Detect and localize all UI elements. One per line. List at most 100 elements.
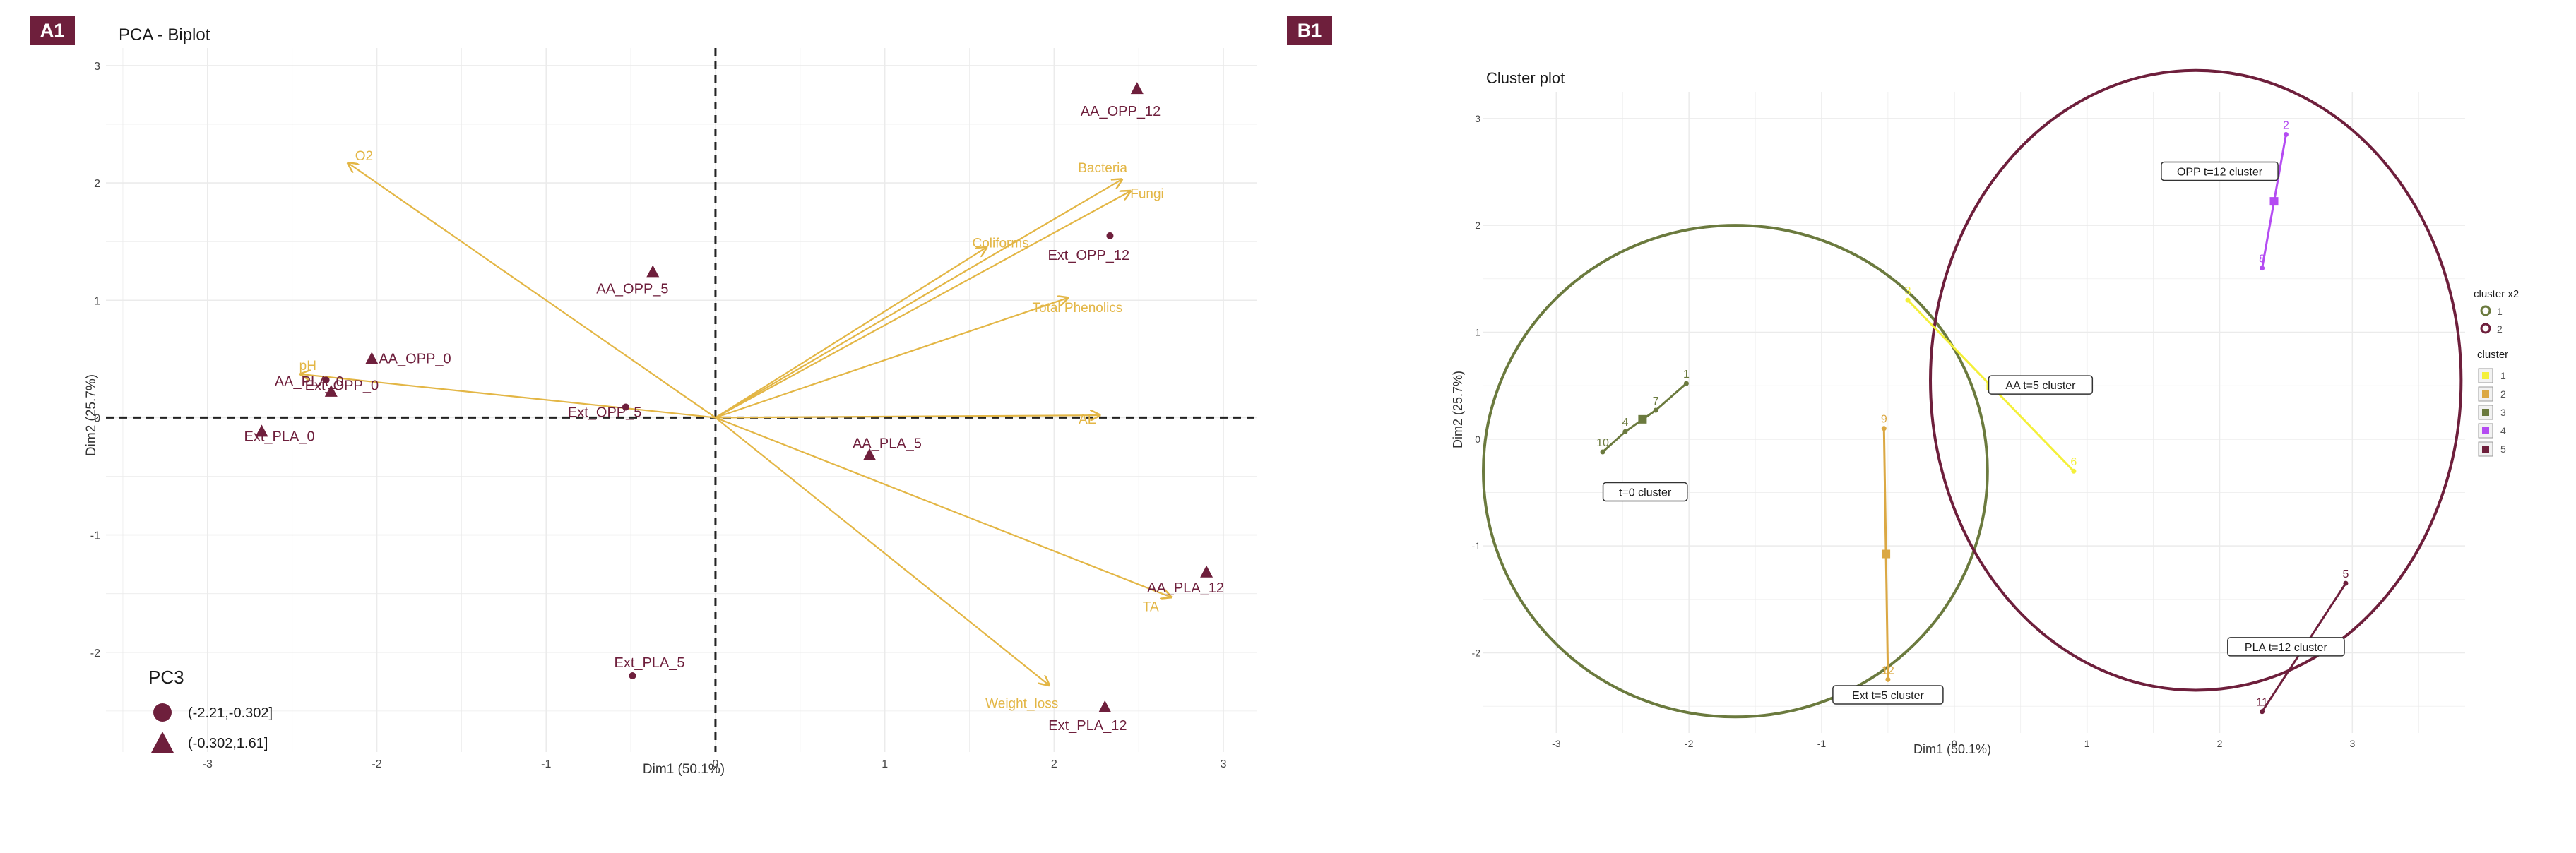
annotation-label-aa-t-5-cluster: AA t=5 cluster	[2005, 380, 2076, 392]
cluster-1-point-label-6: 6	[2070, 456, 2077, 468]
cluster-5-point-5	[2343, 580, 2349, 586]
vector-label-weight-loss: Weight_loss	[985, 696, 1058, 711]
x-tick-label: 1	[2084, 738, 2090, 749]
cluster-5-point-11	[2260, 709, 2265, 715]
cluster-3-point-label-10: 10	[1596, 437, 1609, 449]
cluster-1-point-6	[2071, 468, 2077, 474]
y-tick-label: 0	[1475, 434, 1480, 445]
cluster-3-point-4	[1622, 429, 1628, 434]
vector-label-fungi: Fungi	[1130, 187, 1164, 202]
vector-arrow-total-phenolics	[715, 298, 1068, 419]
cluster-ellipses	[1482, 68, 2463, 719]
cluster-4-point-8	[2260, 266, 2265, 271]
vector-label-ta: TA	[1143, 600, 1159, 615]
vector-arrow-coliforms	[715, 247, 987, 419]
pca-biplot-title: PCA - Biplot	[119, 25, 210, 44]
point-marker-aa-pla-0	[324, 384, 338, 397]
cluster-5-point-label-5: 5	[2342, 568, 2349, 580]
y-tick-label: -1	[90, 530, 100, 542]
pca-legend-title: PC3	[148, 667, 184, 688]
cluster-y-axis-label: Dim2 (25.7%)	[1451, 371, 1465, 448]
vector-label-bacteria: Bacteria	[1078, 161, 1127, 176]
x-tick-label: -3	[203, 758, 213, 770]
y-tick-label: 2	[94, 178, 100, 190]
vector-arrow-ae	[715, 415, 1100, 417]
panel-tag-a1: A1	[40, 20, 65, 41]
cluster-2-centroid	[1882, 549, 1891, 559]
cluster-legend-swatch-2	[2482, 390, 2489, 398]
cluster-2-point-9	[1881, 426, 1887, 431]
point-label-ext-opp-12: Ext_OPP_12	[1047, 248, 1129, 263]
ellipse-legend-2-label: 2	[2497, 323, 2503, 335]
cluster-legend-swatch-5	[2482, 446, 2489, 453]
point-label-aa-pla-12: AA_PLA_12	[1147, 580, 1224, 596]
point-label-aa-opp-12: AA_OPP_12	[1081, 104, 1161, 119]
cluster-3-point-10	[1600, 449, 1605, 455]
pca-legend-entry-triangle: (-0.302,1.61]	[188, 736, 268, 751]
y-tick-label: 3	[1475, 113, 1480, 124]
panel-tag-b1: B1	[1298, 20, 1322, 41]
point-marker-aa-opp-12	[1130, 82, 1144, 95]
vector-label-coliforms: Coliforms	[972, 236, 1028, 251]
legend-circle-icon	[153, 703, 172, 722]
x-tick-label: 2	[2217, 738, 2223, 749]
x-tick-label: 3	[2349, 738, 2355, 749]
annotation-label-t-0-cluster: t=0 cluster	[1619, 487, 1672, 499]
ellipse-legend-title: cluster x2	[2474, 288, 2519, 300]
point-marker-aa-opp-0	[365, 352, 379, 364]
cluster-legend-label-2: 2	[2500, 388, 2506, 400]
x-tick-label: -1	[1817, 738, 1827, 749]
cluster-legend-label-3: 3	[2500, 407, 2506, 418]
x-tick-label: -2	[372, 758, 381, 770]
x-tick-label: 0	[1952, 738, 1957, 749]
cluster-legend-swatch-3	[2482, 409, 2489, 416]
point-marker-aa-opp-5	[646, 265, 660, 278]
cluster-x-axis-label: Dim1 (50.1%)	[1913, 742, 1991, 756]
cluster-4-point-label-8: 8	[2259, 253, 2265, 266]
legend-triangle-icon	[151, 732, 174, 753]
y-tick-label: 1	[94, 295, 100, 307]
cluster-4-centroid	[2269, 197, 2279, 206]
vector-arrow-bacteria	[715, 179, 1122, 419]
point-label-ext-opp-5: Ext_OPP_5	[568, 405, 642, 420]
y-tick-label: 2	[1475, 220, 1480, 231]
annotation-box-t-0-cluster	[1602, 482, 1688, 502]
cluster-legend-label-5: 5	[2500, 443, 2506, 455]
pca-grid	[106, 48, 1257, 752]
vector-arrow-o2	[348, 163, 716, 419]
pca-axes: -3 -2 -1 0 1 2 3 -2 -1 0 1 2 3	[90, 48, 1257, 770]
cluster-2-point-label-9: 9	[1881, 414, 1887, 426]
annotation-box-opp-t-12-cluster	[2161, 161, 2279, 181]
annotation-label-opp-t-12-cluster: OPP t=12 cluster	[2177, 167, 2263, 179]
y-tick-label: -2	[90, 648, 100, 660]
vector-arrow-ta	[715, 417, 1171, 597]
y-tick-label: 0	[94, 412, 100, 424]
vector-label-o2: O2	[355, 149, 373, 164]
point-label-aa-opp-5: AA_OPP_5	[596, 281, 668, 297]
x-tick-label: -3	[1552, 738, 1561, 749]
cluster-3-point-label-7: 7	[1653, 395, 1659, 407]
cluster-1-point-3	[1905, 297, 1911, 303]
point-label-aa-opp-0: AA_OPP_0	[379, 351, 451, 366]
cluster-3-point-label-1: 1	[1683, 369, 1690, 381]
point-marker-ext-opp-5	[622, 403, 629, 411]
pca-biplot-panel: A1 PCA - Biplot -3 -2 -1 0 1 2 3 -2 -1 0 1 2 3 O2 Bac…	[30, 16, 1257, 777]
cluster-legend-title: cluster	[2477, 349, 2508, 361]
panel-tag-b1-background	[1287, 16, 1332, 45]
cluster-legend-swatch-1	[2482, 372, 2489, 379]
ellipse-legend-2-icon	[2480, 323, 2491, 334]
y-tick-label: -1	[1472, 540, 1481, 551]
cluster-legend-label-4: 4	[2500, 425, 2506, 436]
vector-label-ae: AE	[1079, 412, 1096, 427]
vector-arrow-weight-loss	[715, 417, 1049, 685]
pca-legend: PC3 (-2.21,-0.302] (-0.302,1.61]	[148, 667, 273, 753]
annotation-label-pla-t-12-cluster: PLA t=12 cluster	[2245, 642, 2328, 654]
vector-label-ph: pH	[299, 359, 316, 374]
point-label-ext-pla-0: Ext_PLA_0	[244, 429, 315, 444]
cluster-ellipse-1	[1482, 224, 1989, 719]
cluster-4-point-2	[2283, 132, 2289, 138]
cluster-1-point-label-3: 3	[1905, 285, 1911, 297]
